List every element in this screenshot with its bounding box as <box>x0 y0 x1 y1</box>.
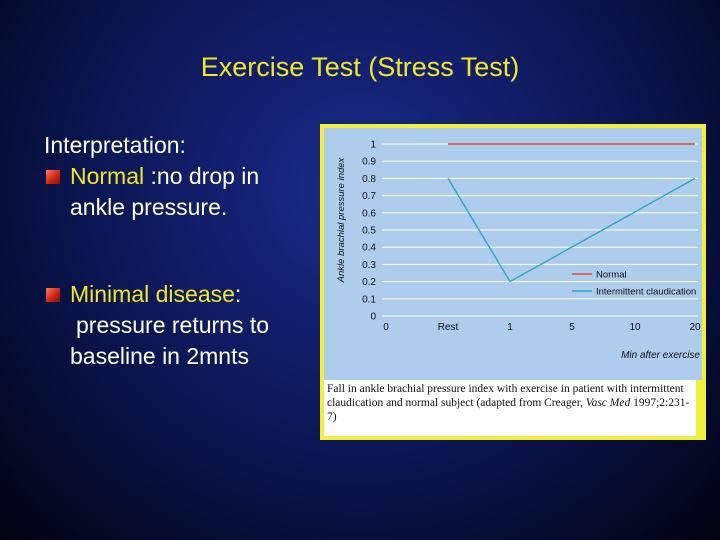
x-tick-label: 0 <box>383 322 389 333</box>
y-tick-label: 0.2 <box>362 277 376 288</box>
chart-area: Ankle brachial pressure index Min after … <box>324 128 702 380</box>
y-tick-label: 0.6 <box>362 208 376 219</box>
legend-label: Intermittent claudication <box>596 287 696 298</box>
bullet-minimal-disease: Minimal disease: pressure returns to bas… <box>44 279 324 372</box>
x-axis-label: Min after exercise <box>621 350 700 361</box>
bullet-normal: Normal :no drop in ankle pressure. <box>44 161 324 223</box>
y-tick-label: 0.5 <box>362 226 376 237</box>
bullet-text: : <box>234 281 242 307</box>
x-tick-label: 5 <box>569 322 575 333</box>
x-tick-label: 10 <box>629 322 641 333</box>
y-tick-label: 0.7 <box>362 191 376 202</box>
bullet-key: Normal <box>70 163 145 189</box>
y-tick-label: 1 <box>370 140 376 151</box>
caption-text: 1997;2:231-7) <box>327 397 690 423</box>
x-tick-label: 1 <box>507 322 513 333</box>
caption-text: Fall in ankle brachial pressure index wi… <box>327 383 684 409</box>
y-tick-label: 0.1 <box>362 294 376 305</box>
bullet-text: :no drop in <box>144 163 260 189</box>
interpretation-heading: Interpretation: <box>44 132 186 158</box>
y-axis-label: Ankle brachial pressure index <box>336 156 347 283</box>
y-tick-label: 0.4 <box>362 243 376 254</box>
x-tick-label: 20 <box>689 322 701 333</box>
bullet-text: baseline in 2mnts <box>70 343 249 369</box>
y-tick-label: 0.8 <box>362 174 376 185</box>
x-tick-label: Rest <box>438 322 459 333</box>
slide-body: Interpretation: Normal :no drop in ankle… <box>44 130 324 372</box>
bullet-square-icon <box>46 288 60 302</box>
y-tick-label: 0.3 <box>362 260 376 271</box>
bullet-key: Minimal disease <box>70 281 235 307</box>
legend-label: Normal <box>596 270 627 281</box>
bullet-text: pressure returns to <box>76 312 270 338</box>
line-chart: Ankle brachial pressure index Min after … <box>336 140 701 362</box>
series-line <box>447 177 696 283</box>
slide-title: Exercise Test (Stress Test) <box>200 52 520 82</box>
y-tick-label: 0.9 <box>362 157 376 168</box>
bullet-text: ankle pressure. <box>70 194 228 220</box>
chart-figure: Ankle brachial pressure index Min after … <box>320 124 706 440</box>
y-tick-label: 0 <box>370 312 376 323</box>
bullet-square-icon <box>46 170 60 184</box>
caption-journal: Vasc Med <box>585 397 631 409</box>
figure-caption: Fall in ankle brachial pressure index wi… <box>324 380 696 436</box>
